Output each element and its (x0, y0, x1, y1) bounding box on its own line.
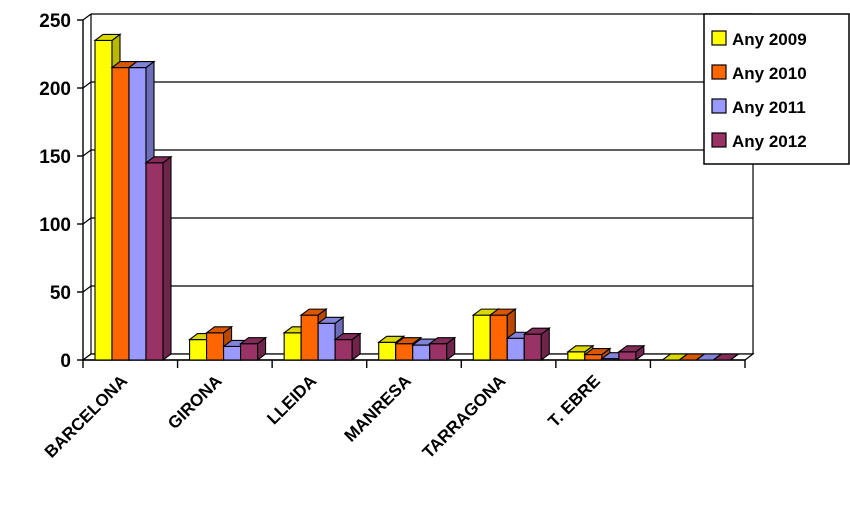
legend-swatch (711, 132, 727, 148)
bars-layer (93, 33, 741, 362)
x-tick-label: GIRONA (164, 371, 226, 433)
x-tick-label: TARRAGONA (419, 371, 510, 462)
x-tick-label: T. EBRE (544, 371, 604, 431)
y-tick-label: 100 (39, 215, 71, 236)
bar (238, 336, 268, 362)
legend-box (703, 13, 850, 165)
legend-swatch (711, 64, 727, 80)
x-tick-label: MANRESA (341, 371, 415, 445)
y-tick-label: 200 (39, 79, 71, 100)
bar (617, 344, 646, 362)
legend-swatch (711, 98, 727, 114)
side-wall-gridline (82, 217, 92, 225)
legend: Any 2009 Any 2010 Any 2011 Any 2012 (703, 13, 850, 165)
legend-entry-label: Any 2012 (732, 132, 807, 151)
bar (333, 332, 362, 362)
y-tick-label: 50 (50, 283, 71, 304)
bar (428, 336, 457, 362)
legend-swatch (711, 30, 727, 46)
y-tick-label: 0 (60, 351, 71, 372)
y-tick-label: 250 (39, 11, 71, 32)
legend-entry-label: Any 2011 (732, 98, 806, 117)
legend-entry-label: Any 2009 (732, 30, 807, 49)
x-tick-label: LLEIDA (263, 371, 320, 428)
side-wall-gridline (82, 285, 92, 293)
side-wall-gridline (82, 13, 92, 21)
grid-layer (82, 13, 754, 361)
y-tick-label: 150 (39, 147, 71, 168)
bar (144, 155, 173, 362)
side-wall-gridline (82, 149, 92, 157)
bar (711, 353, 741, 361)
side-wall-gridline (82, 81, 92, 89)
axes-layer (77, 19, 755, 368)
x-tick-label: BARCELONA (41, 371, 131, 461)
legend-entry-label: Any 2010 (732, 64, 807, 83)
bar (522, 327, 551, 362)
